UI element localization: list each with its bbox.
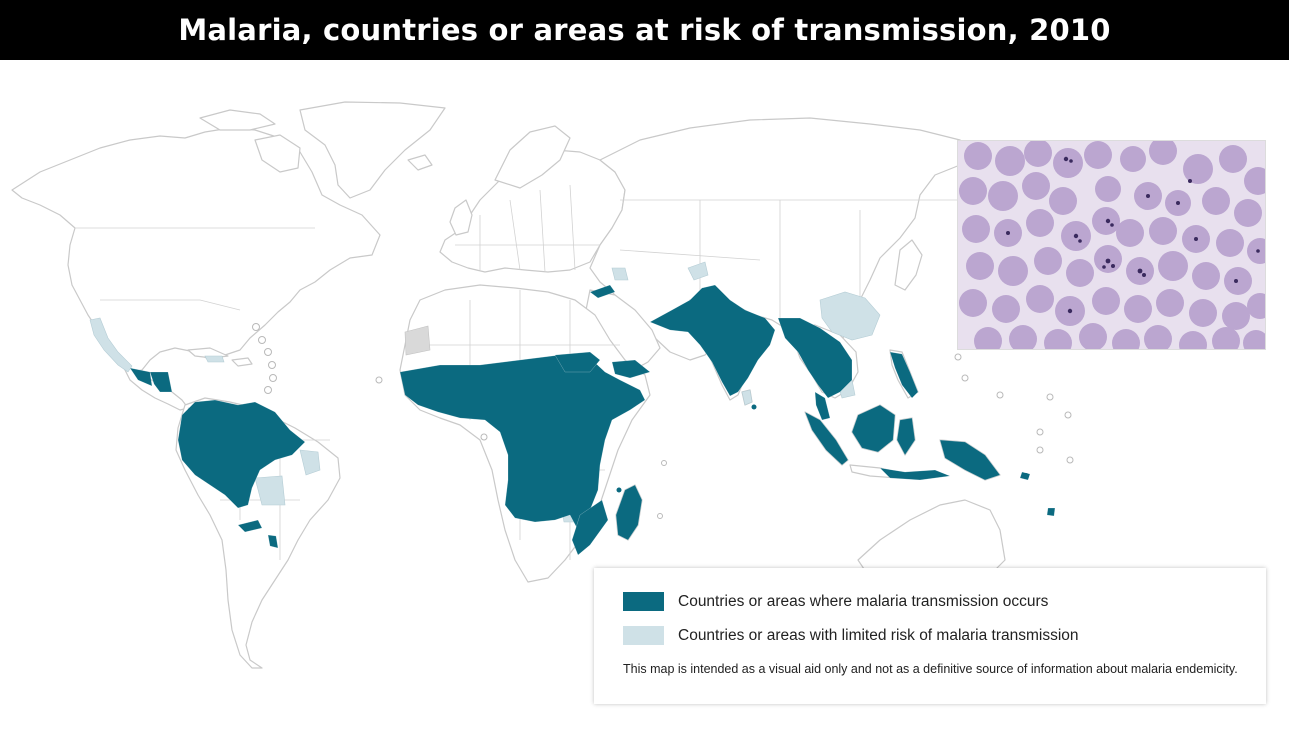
world-map-svg [11, 101, 1074, 669]
sri-lanka-limited [741, 389, 753, 406]
uk [449, 199, 473, 236]
greenland [299, 101, 446, 199]
baffin-island [254, 134, 301, 173]
transmission-regions [129, 284, 1056, 556]
indochina-risk [777, 317, 853, 399]
panama-risk [149, 371, 173, 393]
arctic-islands [199, 109, 276, 131]
caribbean-limited [204, 355, 225, 363]
legend-swatch-transmission [623, 592, 664, 611]
malay-peninsula-risk [814, 391, 831, 421]
sumatra-risk [804, 411, 849, 466]
brazil-limited [254, 475, 286, 506]
legend-item-limited-risk: Countries or areas with limited risk of … [623, 626, 1079, 645]
new-guinea-risk [939, 439, 1001, 481]
madagascar-risk [615, 484, 643, 541]
turkey-risk [589, 284, 616, 299]
world-map [0, 60, 1289, 742]
borneo-risk [851, 404, 896, 453]
yemen-risk [611, 359, 651, 379]
map-title: Malaria, countries or areas at risk of t… [178, 13, 1111, 47]
title-bar: Malaria, countries or areas at risk of t… [0, 0, 1289, 60]
south-asia-risk [649, 284, 776, 397]
mozambique-risk [571, 499, 609, 556]
western-sahara-nodata [404, 325, 431, 356]
scandinavia [494, 125, 571, 189]
legend-swatch-limited-risk [623, 626, 664, 645]
sudan-risk [554, 351, 601, 373]
philippines-risk [889, 351, 919, 399]
central-america-risk [129, 367, 153, 387]
legend-label-limited-risk: Countries or areas with limited risk of … [678, 626, 1079, 644]
blood-smear-illustration [958, 141, 1265, 349]
south-america-limited-2 [299, 449, 321, 476]
iceland [407, 154, 433, 171]
sulawesi-risk [896, 417, 916, 456]
china-limited [819, 291, 881, 341]
blood-smear-photo [957, 140, 1266, 350]
legend-label-transmission: Countries or areas where malaria transmi… [678, 592, 1049, 610]
paraguay-risk [267, 534, 279, 549]
hispaniola [231, 357, 253, 367]
legend-item-transmission: Countries or areas where malaria transmi… [623, 592, 1048, 611]
amazon-risk [177, 399, 306, 509]
map-legend: Countries or areas where malaria transmi… [594, 568, 1266, 704]
bolivia-risk [237, 519, 263, 533]
small-islands [252, 323, 1074, 519]
legend-disclaimer: This map is intended as a visual aid onl… [623, 662, 1238, 676]
lesser-sunda-risk [879, 467, 951, 481]
middle-east-limited [611, 267, 629, 281]
mexico-limited [89, 317, 133, 373]
north-america [11, 127, 381, 373]
japan [894, 239, 923, 291]
central-asia-limited [687, 261, 709, 281]
